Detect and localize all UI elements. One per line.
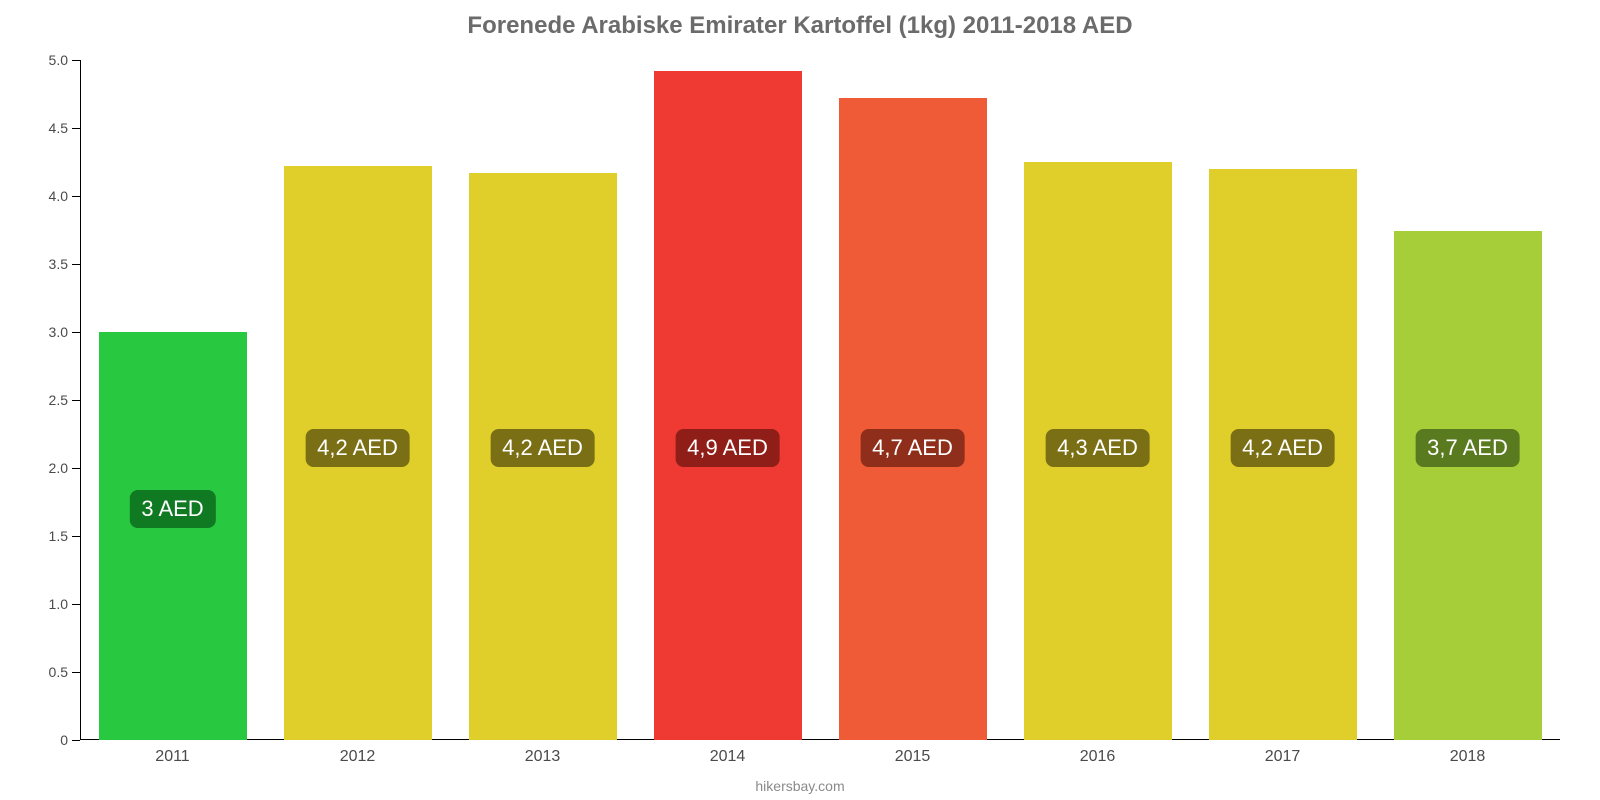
x-tick-label: 2016 xyxy=(1005,748,1190,766)
y-tick xyxy=(72,60,80,61)
bar-value-badge: 3,7 AED xyxy=(1415,429,1520,467)
bar-slot: 4,2 AED2012 xyxy=(265,60,450,740)
y-tick-label: 2.0 xyxy=(30,460,68,476)
bar-value-badge: 4,2 AED xyxy=(490,429,595,467)
y-tick xyxy=(72,332,80,333)
y-tick xyxy=(72,672,80,673)
y-tick xyxy=(72,536,80,537)
bar-slot: 3,7 AED2018 xyxy=(1375,60,1560,740)
y-tick xyxy=(72,468,80,469)
chart-title: Forenede Arabiske Emirater Kartoffel (1k… xyxy=(0,12,1600,40)
bar-slot: 4,7 AED2015 xyxy=(820,60,1005,740)
bar xyxy=(839,98,987,740)
x-tick-label: 2014 xyxy=(635,748,820,766)
bar-slot: 3 AED2011 xyxy=(80,60,265,740)
y-tick-label: 2.5 xyxy=(30,392,68,408)
plot-area: 00.51.01.52.02.53.03.54.04.55.03 AED2011… xyxy=(80,60,1560,740)
y-tick-label: 4.0 xyxy=(30,188,68,204)
bar xyxy=(654,71,802,740)
bar-slot: 4,2 AED2017 xyxy=(1190,60,1375,740)
y-tick-label: 1.5 xyxy=(30,528,68,544)
bar-value-badge: 4,3 AED xyxy=(1045,429,1150,467)
y-tick-label: 0 xyxy=(30,732,68,748)
y-tick-label: 5.0 xyxy=(30,52,68,68)
plot-inner: 00.51.01.52.02.53.03.54.04.55.03 AED2011… xyxy=(80,60,1560,740)
bar-value-badge: 4,2 AED xyxy=(1230,429,1335,467)
bar-value-badge: 3 AED xyxy=(129,490,215,528)
x-tick-label: 2017 xyxy=(1190,748,1375,766)
bar xyxy=(1394,231,1542,740)
bar xyxy=(99,332,247,740)
bar-value-badge: 4,9 AED xyxy=(675,429,780,467)
y-tick xyxy=(72,400,80,401)
bar-value-badge: 4,7 AED xyxy=(860,429,965,467)
x-tick-label: 2013 xyxy=(450,748,635,766)
y-tick xyxy=(72,128,80,129)
y-tick xyxy=(72,604,80,605)
y-tick xyxy=(72,740,80,741)
x-tick-label: 2011 xyxy=(80,748,265,766)
y-tick xyxy=(72,196,80,197)
bar-slot: 4,2 AED2013 xyxy=(450,60,635,740)
y-tick-label: 4.5 xyxy=(30,120,68,136)
y-tick xyxy=(72,264,80,265)
y-tick-label: 3.5 xyxy=(30,256,68,272)
x-tick-label: 2015 xyxy=(820,748,1005,766)
y-tick-label: 1.0 xyxy=(30,596,68,612)
bar-slot: 4,9 AED2014 xyxy=(635,60,820,740)
bar-slot: 4,3 AED2016 xyxy=(1005,60,1190,740)
x-tick-label: 2018 xyxy=(1375,748,1560,766)
x-tick-label: 2012 xyxy=(265,748,450,766)
y-tick-label: 3.0 xyxy=(30,324,68,340)
y-tick-label: 0.5 xyxy=(30,664,68,680)
chart-container: Forenede Arabiske Emirater Kartoffel (1k… xyxy=(0,0,1600,800)
chart-source: hikersbay.com xyxy=(0,778,1600,794)
bar-value-badge: 4,2 AED xyxy=(305,429,410,467)
